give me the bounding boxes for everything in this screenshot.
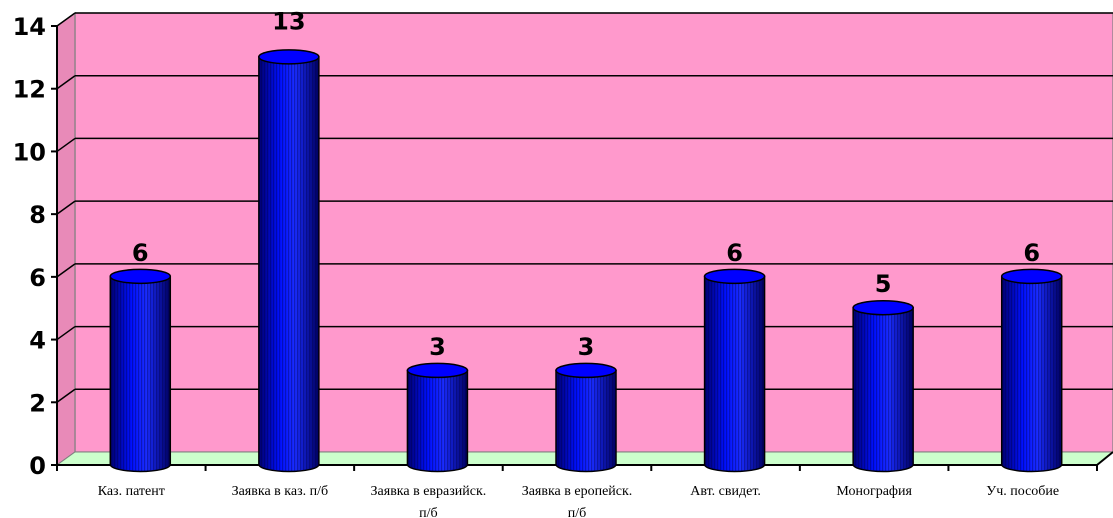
gridline-side-12 xyxy=(56,75,76,90)
bar-texture xyxy=(407,370,468,472)
gridline-side-6 xyxy=(56,263,76,278)
x-axis-depth-line xyxy=(1096,451,1113,466)
bar-texture xyxy=(258,56,319,472)
bar xyxy=(555,362,617,473)
y-tick-label: 0 xyxy=(29,452,46,480)
bar xyxy=(258,49,320,473)
bar-top xyxy=(406,362,469,379)
x-tick-label: Заявка в каз. п/б xyxy=(232,484,329,499)
data-label: 13 xyxy=(272,7,305,35)
gridline-side-4 xyxy=(56,325,76,341)
x-tick-label: Каз. патент xyxy=(98,484,165,499)
y-tick-label: 10 xyxy=(13,138,46,166)
data-label: 6 xyxy=(1023,239,1040,267)
x-tick-label: Уч. пособие xyxy=(986,484,1059,499)
data-label: 6 xyxy=(726,239,743,267)
x-tick-label: п/б xyxy=(568,506,587,518)
data-labels: 6 13 3 3 6 5 6 xyxy=(132,7,1040,361)
y-tick-label: 6 xyxy=(29,264,46,292)
x-tick-label: Авт. свидет. xyxy=(690,484,761,499)
bar-top xyxy=(109,268,172,285)
gridline-side-14 xyxy=(56,12,76,27)
bar xyxy=(1000,268,1063,473)
bar-texture xyxy=(853,307,914,472)
x-tick-label: п/б xyxy=(419,506,438,518)
x-axis-ticks: Каз. патент Заявка в каз. п/б Заявка в евр… xyxy=(56,465,1098,518)
x-tick-label: Монография xyxy=(836,484,912,499)
side-wall-panel xyxy=(56,11,76,467)
bar-top xyxy=(258,49,320,65)
x-tick-label: Заявка в евразийск. xyxy=(371,484,487,499)
y-tick-label: 8 xyxy=(29,201,46,229)
y-axis-ticks: 0 2 4 6 8 10 12 14 xyxy=(13,13,57,480)
bar-texture xyxy=(1001,276,1062,472)
bar-top xyxy=(555,362,617,379)
data-label: 3 xyxy=(429,333,446,361)
bars xyxy=(109,49,1063,473)
gridline-side-10 xyxy=(56,137,76,153)
x-tick-label: Заявка в еропейск. xyxy=(522,484,633,499)
y-tick-label: 14 xyxy=(13,13,46,41)
gridline-side-2 xyxy=(56,388,76,403)
bar-texture xyxy=(556,370,616,472)
bar xyxy=(703,268,766,473)
bar-texture xyxy=(704,276,765,472)
bar-top xyxy=(1000,268,1063,285)
data-label: 5 xyxy=(875,270,892,298)
data-label: 3 xyxy=(578,333,595,361)
bar-texture xyxy=(110,276,171,472)
y-tick-label: 12 xyxy=(13,76,46,104)
bar xyxy=(109,268,172,473)
y-tick-label: 4 xyxy=(29,327,46,355)
y-tick-label: 2 xyxy=(29,389,46,417)
bar xyxy=(852,299,914,473)
data-label: 6 xyxy=(132,239,149,267)
bar-top xyxy=(852,299,914,316)
gridline-side-8 xyxy=(56,200,76,215)
bar-top xyxy=(703,268,766,285)
bar xyxy=(406,362,469,473)
